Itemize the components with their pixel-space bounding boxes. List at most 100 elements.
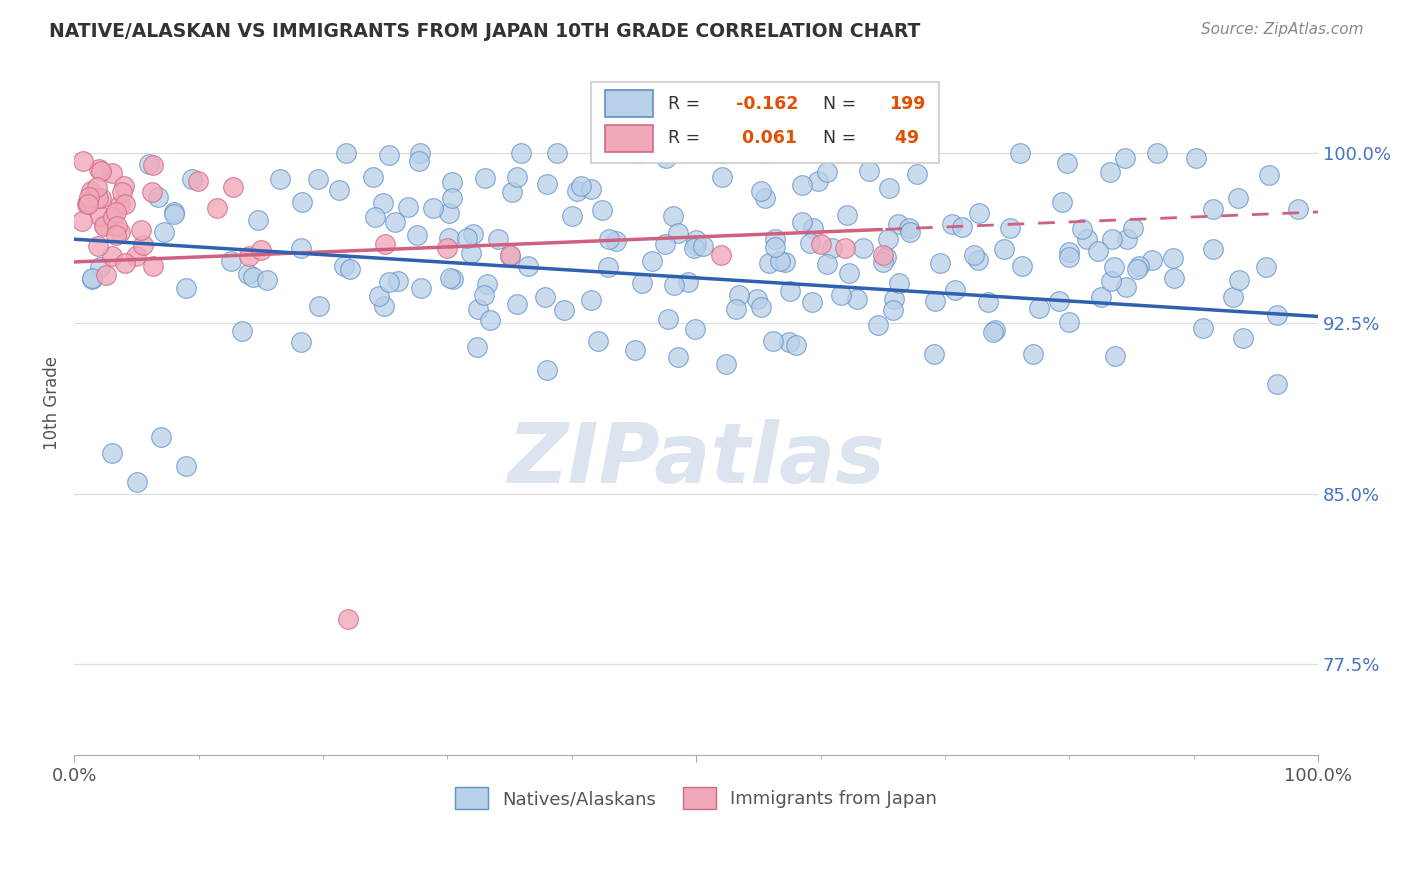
- Point: [1227, 273, 1250, 287]
- Point: [1232, 331, 1254, 345]
- Point: [692, 238, 714, 252]
- Point: [685, 322, 707, 336]
- Point: [1104, 349, 1126, 363]
- Point: [546, 145, 568, 160]
- Point: [100, 166, 122, 180]
- Point: [1128, 259, 1150, 273]
- Point: [408, 153, 430, 168]
- Point: [138, 156, 160, 170]
- Point: [77, 196, 100, 211]
- Point: [142, 259, 165, 273]
- Point: [76, 195, 98, 210]
- Point: [440, 175, 463, 189]
- Text: N =: N =: [823, 129, 862, 147]
- Point: [1057, 250, 1080, 264]
- Point: [1140, 252, 1163, 267]
- Point: [86, 179, 108, 194]
- Point: [762, 334, 785, 348]
- Point: [768, 254, 790, 268]
- Point: [89, 260, 111, 274]
- Point: [1011, 259, 1033, 273]
- Point: [790, 215, 813, 229]
- Point: [307, 172, 329, 186]
- Point: [108, 198, 131, 212]
- Point: [125, 249, 148, 263]
- Point: [1087, 244, 1109, 259]
- Point: [830, 288, 852, 302]
- Point: [1122, 221, 1144, 235]
- Point: [678, 275, 700, 289]
- Point: [801, 294, 824, 309]
- Point: [1090, 290, 1112, 304]
- Point: [654, 236, 676, 251]
- Point: [456, 231, 478, 245]
- Point: [132, 237, 155, 252]
- Point: [100, 446, 122, 460]
- FancyBboxPatch shape: [591, 82, 939, 163]
- Point: [877, 181, 900, 195]
- Point: [439, 231, 461, 245]
- Point: [153, 226, 176, 240]
- Point: [150, 430, 173, 444]
- Point: [1098, 164, 1121, 178]
- Point: [112, 179, 135, 194]
- Point: [993, 242, 1015, 256]
- Point: [883, 292, 905, 306]
- Point: [897, 221, 920, 235]
- Point: [460, 245, 482, 260]
- Point: [882, 303, 904, 318]
- Point: [378, 275, 401, 289]
- Point: [785, 338, 807, 352]
- Point: [664, 278, 686, 293]
- Point: [1222, 290, 1244, 304]
- Point: [1185, 151, 1208, 165]
- Point: [141, 158, 163, 172]
- Point: [501, 185, 523, 199]
- Point: [505, 297, 527, 311]
- Point: [1265, 308, 1288, 322]
- Point: [368, 289, 391, 303]
- Point: [174, 281, 197, 295]
- Point: [561, 209, 583, 223]
- Point: [364, 211, 387, 225]
- Point: [478, 312, 501, 326]
- Point: [221, 253, 243, 268]
- Point: [553, 303, 575, 318]
- Point: [72, 154, 94, 169]
- Point: [486, 232, 509, 246]
- Point: [898, 225, 921, 239]
- Point: [710, 248, 733, 262]
- Point: [242, 270, 264, 285]
- Point: [716, 357, 738, 371]
- Point: [1202, 243, 1225, 257]
- Point: [1146, 145, 1168, 160]
- Point: [411, 281, 433, 295]
- Point: [90, 191, 112, 205]
- Point: [396, 200, 419, 214]
- Point: [333, 259, 356, 273]
- Point: [666, 350, 689, 364]
- Point: [70, 214, 93, 228]
- Text: ZIPatlas: ZIPatlas: [508, 418, 886, 500]
- Point: [373, 195, 395, 210]
- Point: [384, 215, 406, 229]
- Point: [779, 285, 801, 299]
- Point: [247, 213, 270, 227]
- Point: [87, 161, 110, 176]
- Point: [1163, 271, 1185, 285]
- Point: [754, 191, 776, 205]
- Point: [862, 145, 884, 160]
- Point: [290, 334, 312, 349]
- Point: [728, 288, 751, 302]
- Point: [799, 236, 821, 251]
- Point: [868, 318, 890, 333]
- Point: [941, 217, 963, 231]
- Point: [967, 253, 990, 268]
- Point: [373, 299, 395, 313]
- Point: [724, 302, 747, 317]
- Text: Source: ZipAtlas.com: Source: ZipAtlas.com: [1201, 22, 1364, 37]
- Point: [534, 290, 557, 304]
- Text: NATIVE/ALASKAN VS IMMIGRANTS FROM JAPAN 10TH GRADE CORRELATION CHART: NATIVE/ALASKAN VS IMMIGRANTS FROM JAPAN …: [49, 22, 921, 41]
- Point: [778, 334, 800, 349]
- Point: [872, 254, 894, 268]
